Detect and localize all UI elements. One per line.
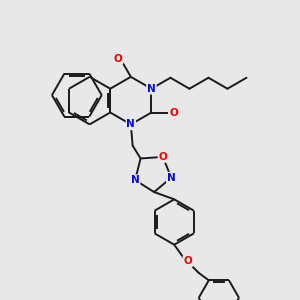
Text: N: N [127,119,135,129]
Text: O: O [158,152,167,162]
Text: O: O [183,256,192,266]
Text: N: N [131,175,140,185]
Text: O: O [169,107,178,118]
Text: N: N [167,173,176,183]
Text: O: O [114,53,122,64]
Text: N: N [147,84,156,94]
